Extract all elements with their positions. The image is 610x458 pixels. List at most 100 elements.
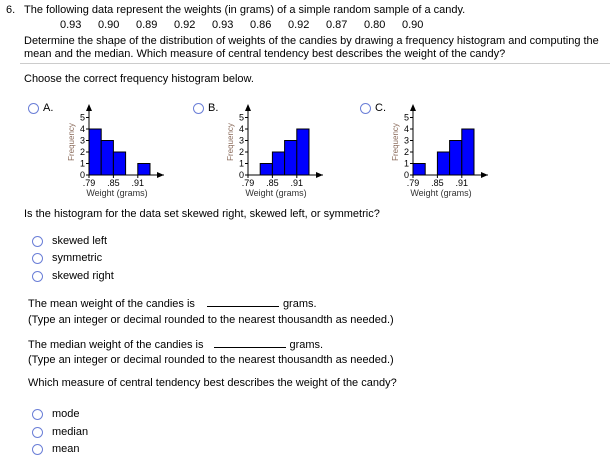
mode-radio[interactable] [32, 409, 43, 420]
symmetric-radio[interactable] [32, 253, 43, 264]
x-tick-label: .91 [291, 178, 304, 188]
mean-hint: (Type an integer or decimal rounded to t… [28, 314, 394, 326]
histogram-bar [436, 151, 451, 176]
option-c-radio[interactable] [360, 103, 371, 114]
x-axis-label: Weight (grams) [245, 188, 306, 198]
x-tick-label: .91 [456, 178, 469, 188]
data-value: 0.80 [364, 19, 386, 31]
data-value: 0.92 [174, 19, 196, 31]
skewed-left-label[interactable]: skewed left [52, 235, 108, 247]
y-axis-arrow-icon [410, 104, 416, 111]
y-tick-label: 3 [80, 136, 85, 146]
x-axis-arrow-icon [481, 172, 488, 178]
skewed-left-radio[interactable] [32, 236, 43, 247]
option-b-radio[interactable] [193, 103, 204, 114]
mean-input[interactable] [206, 296, 279, 307]
skew-prompt: Is the histogram for the data set skewed… [24, 208, 380, 220]
y-axis-label: Frequency [226, 123, 235, 161]
skewed-right-radio[interactable] [32, 271, 43, 282]
skewed-right-label[interactable]: skewed right [52, 270, 114, 282]
median-prefix: The median weight of the candies is [28, 339, 204, 351]
y-tick-label: 0 [239, 170, 244, 180]
x-axis-label: Weight (grams) [410, 188, 471, 198]
histogram-bar [449, 140, 463, 176]
median-line: The median weight of the candies is grams… [28, 337, 323, 351]
histogram-bar [271, 151, 286, 176]
histogram-bar [461, 128, 475, 176]
option-a-label: A. [43, 102, 54, 114]
divider [20, 63, 610, 64]
x-tick-label: .79 [407, 178, 420, 188]
y-tick-label: 4 [80, 124, 85, 134]
mean-line: The mean weight of the candies is grams. [28, 296, 317, 310]
histogram-bar [284, 140, 298, 176]
option-c-label: C. [375, 102, 386, 114]
data-value: 0.86 [250, 19, 272, 31]
histogram-bar [100, 140, 114, 176]
data-value: 0.93 [60, 19, 82, 31]
y-tick-label: 4 [404, 124, 409, 134]
y-tick-label: 2 [80, 147, 85, 157]
central-tendency-prompt: Which measure of central tendency best d… [28, 377, 397, 389]
y-tick-label: 3 [404, 136, 409, 146]
y-axis-label: Frequency [67, 123, 76, 161]
data-value: 0.90 [402, 19, 424, 31]
x-axis-arrow-icon [157, 172, 164, 178]
data-value: 0.89 [136, 19, 158, 31]
x-tick-label: .85 [107, 178, 120, 188]
y-tick-label: 2 [404, 147, 409, 157]
median-label[interactable]: median [52, 426, 89, 438]
y-axis-arrow-icon [86, 104, 92, 111]
median-hint: (Type an integer or decimal rounded to t… [28, 354, 394, 366]
instructions-line2: mean and the median. Which measure of ce… [24, 48, 506, 60]
y-tick-label: 0 [80, 170, 85, 180]
data-value: 0.90 [98, 19, 120, 31]
x-tick-label: .85 [266, 178, 279, 188]
histogram-bar [296, 128, 310, 176]
y-tick-label: 5 [404, 113, 409, 123]
mean-radio[interactable] [32, 444, 43, 455]
y-tick-label: 1 [80, 159, 85, 169]
question-number: 6. [6, 4, 16, 16]
mode-label[interactable]: mode [52, 408, 80, 420]
y-tick-label: 1 [404, 159, 409, 169]
x-tick-label: .79 [242, 178, 255, 188]
y-axis-label: Frequency [391, 123, 400, 161]
mean-prefix: The mean weight of the candies is [28, 298, 195, 310]
option-a-radio[interactable] [28, 103, 39, 114]
data-value: 0.87 [326, 19, 348, 31]
histogram-bar [88, 128, 102, 176]
x-axis-arrow-icon [316, 172, 323, 178]
histogram-bar [137, 163, 151, 176]
median-suffix: grams. [289, 339, 324, 351]
symmetric-label[interactable]: symmetric [52, 252, 103, 264]
instructions-line1: Determine the shape of the distribution … [24, 35, 599, 47]
x-tick-label: .91 [132, 178, 145, 188]
histogram-bar [412, 163, 426, 176]
x-axis-label: Weight (grams) [86, 188, 147, 198]
data-value: 0.92 [288, 19, 310, 31]
y-tick-label: 0 [404, 170, 409, 180]
histogram-bar [259, 163, 273, 176]
y-tick-label: 3 [239, 136, 244, 146]
data-value: 0.93 [212, 19, 234, 31]
mean-label[interactable]: mean [52, 443, 80, 455]
median-input[interactable] [213, 337, 286, 348]
y-tick-label: 2 [239, 147, 244, 157]
y-axis-arrow-icon [245, 104, 251, 111]
x-tick-label: .79 [83, 178, 96, 188]
question-intro: The following data represent the weights… [24, 4, 466, 16]
x-tick-label: .85 [431, 178, 444, 188]
data-values: 0.93 0.90 0.89 0.92 0.93 0.86 0.92 0.87 0.80 0.90 [60, 19, 440, 31]
mean-suffix: grams. [282, 298, 317, 310]
option-b-label: B. [208, 102, 219, 114]
y-tick-label: 5 [239, 113, 244, 123]
median-radio[interactable] [32, 427, 43, 438]
y-tick-label: 4 [239, 124, 244, 134]
y-tick-label: 1 [239, 159, 244, 169]
y-tick-label: 5 [80, 113, 85, 123]
histogram-prompt: Choose the correct frequency histogram b… [24, 73, 254, 85]
